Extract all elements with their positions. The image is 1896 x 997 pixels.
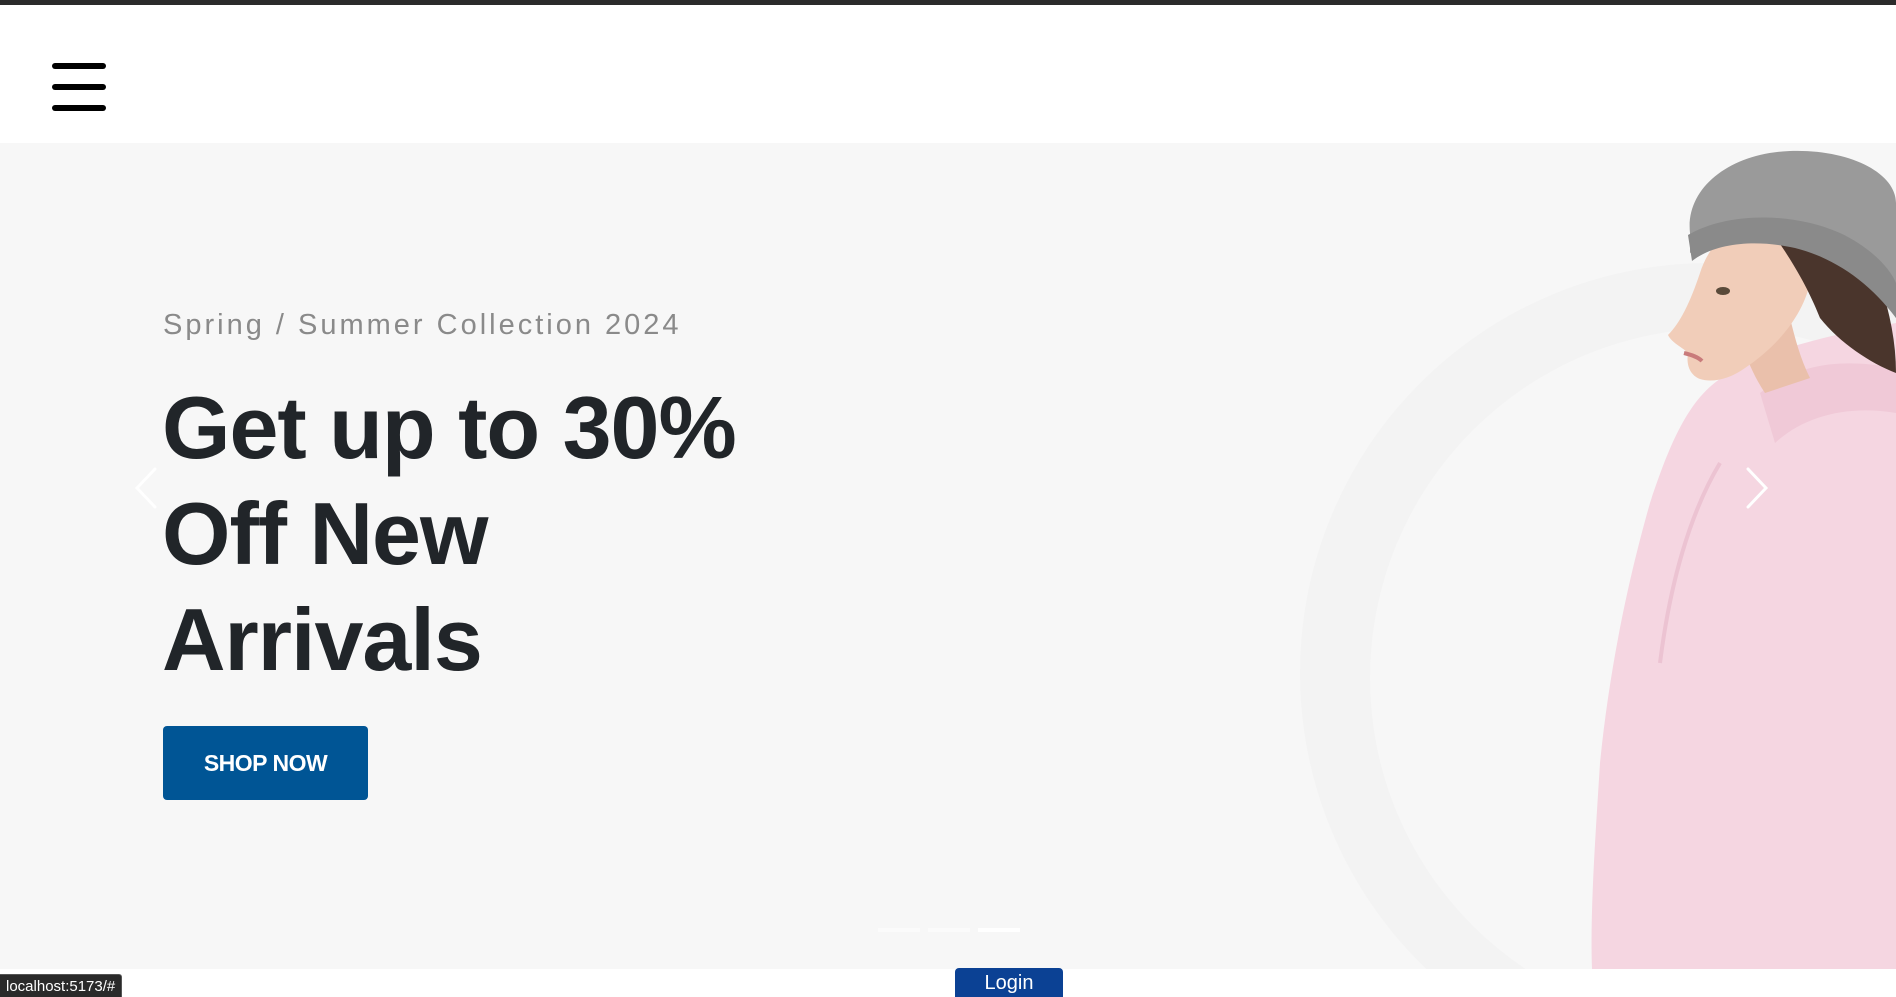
login-button[interactable]: Login	[955, 968, 1063, 997]
eye	[1716, 287, 1730, 295]
model-image	[1591, 150, 1896, 969]
hamburger-line	[52, 63, 106, 69]
headline-line-3: Arrivals	[162, 590, 483, 689]
chevron-left-icon	[134, 467, 157, 509]
carousel-indicators	[878, 928, 1020, 932]
headline-line-2: Off New	[162, 484, 488, 583]
lips	[1683, 351, 1704, 363]
beanie-cuff	[1688, 217, 1896, 318]
chevron-right-icon	[1746, 467, 1769, 509]
carousel-indicator-2[interactable]	[928, 928, 970, 932]
carousel-next-button[interactable]	[1738, 463, 1778, 513]
shop-now-button[interactable]: SHOP NOW	[163, 726, 368, 800]
top-border	[0, 0, 1896, 5]
hoodie-fold	[1658, 461, 1722, 664]
hamburger-line	[52, 105, 106, 111]
hero-subtitle: Spring / Summer Collection 2024	[163, 309, 682, 341]
hero-carousel: Spring / Summer Collection 2024 Get up t…	[0, 143, 1896, 969]
headline-line-1: Get up to 30%	[162, 378, 737, 477]
hamburger-line	[52, 84, 106, 90]
hamburger-menu-icon[interactable]	[52, 63, 106, 113]
status-bar-url: localhost:5173/#	[0, 974, 123, 997]
carousel-indicator-1[interactable]	[878, 928, 920, 932]
carousel-prev-button[interactable]	[125, 463, 165, 513]
hero-headline: Get up to 30% Off New Arrivals	[162, 375, 882, 693]
face-shape	[1668, 219, 1812, 381]
hoodie-shape	[1591, 323, 1896, 969]
navbar	[0, 5, 1896, 143]
carousel-indicator-3[interactable]	[978, 928, 1020, 932]
